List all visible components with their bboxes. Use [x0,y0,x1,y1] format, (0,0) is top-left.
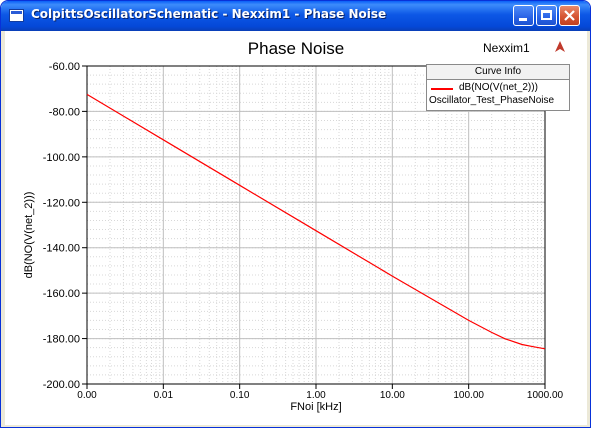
x-tick-label: 1.00 [306,390,326,401]
curve-info-header: Curve Info [427,65,569,80]
y-tick-label: -140.00 [43,243,80,255]
maximize-button[interactable] [536,5,557,26]
window-title: ColpittsOscillatorSchematic - Nexxim1 - … [31,7,387,21]
y-tick-label: -200.00 [43,379,80,391]
y-tick-label: -180.00 [43,334,80,346]
y-tick-label: -60.00 [49,61,80,73]
plot-frame [86,65,546,385]
y-tick-label: -160.00 [43,288,80,300]
plot-area[interactable]: 0.00 0.01 0.10 1.00 10.00 100.00 1000.00 -60.00… [5,31,587,425]
y-tick-label: -80.00 [49,106,80,118]
series-layer [86,93,546,350]
labels: 0.00 0.01 0.10 1.00 10.00 100.00 1000.00 -60.00… [23,61,564,413]
legend-swatch [431,88,453,90]
series-line [86,93,546,350]
title-bar[interactable]: ColpittsOscillatorSchematic - Nexxim1 - … [1,1,590,31]
minimize-icon [519,18,527,21]
legend-series-name: Oscillator_Test_PhaseNoise [429,95,555,106]
window-app-icon [9,9,24,22]
x-tick-label: 1000.00 [527,390,564,401]
axes [82,65,546,389]
curve-info-legend[interactable]: Curve Info dB(NO(V(net_2))) Oscillator_T… [426,64,570,111]
y-tick-label: -120.00 [43,197,80,209]
y-tick-label: -100.00 [43,152,80,164]
x-tick-label: 0.01 [154,390,174,401]
chart: 0.00 0.01 0.10 1.00 10.00 100.00 1000.00 -60.00… [23,61,564,413]
solver-label: Nexxim1 [483,41,530,55]
y-axis-label: dB(NO(V(net_2))) [23,192,35,279]
chart-title: Phase Noise [247,39,345,58]
x-tick-label: 0.10 [230,390,250,401]
x-axis-label: FNoi [kHz] [290,401,341,413]
close-icon [564,10,575,21]
minimize-button[interactable] [513,5,534,26]
x-tick-label: 100.00 [453,390,484,401]
x-tick-label: 0.00 [77,390,97,401]
maximize-icon [541,10,552,20]
grid [86,65,546,385]
legend-expression: dB(NO(V(net_2))) [459,82,538,93]
x-tick-label: 10.00 [380,390,405,401]
ansoft-logo-icon [555,41,565,52]
close-button[interactable] [559,5,580,26]
